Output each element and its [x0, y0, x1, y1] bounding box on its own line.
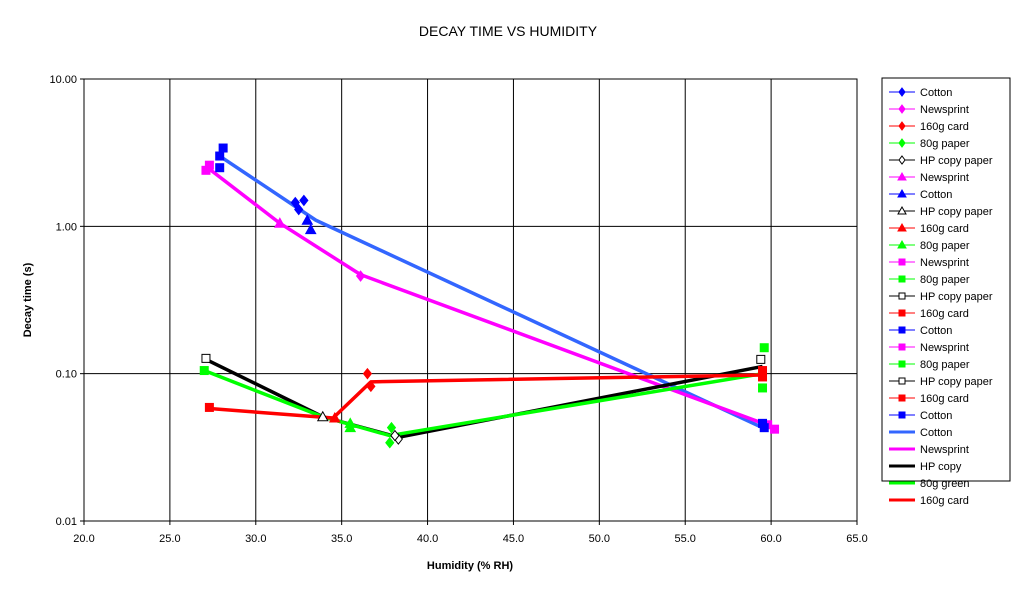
legend-marker-square [898, 309, 906, 317]
legend-label: HP copy [920, 461, 962, 473]
data-point-square [204, 402, 214, 412]
legend-marker-square [898, 292, 906, 300]
legend-label: 80g paper [920, 359, 970, 371]
legend-label: 80g paper [920, 138, 970, 150]
legend-marker-square [898, 394, 906, 402]
legend-marker-square [898, 343, 906, 351]
legend-label: Cotton [920, 325, 952, 337]
legend-label: HP copy paper [920, 376, 993, 388]
x-tick-label: 30.0 [245, 533, 266, 545]
data-point-square [204, 160, 214, 170]
data-point-square [758, 418, 768, 428]
trend-line-80g-green [203, 368, 763, 438]
legend-label: Newsprint [920, 444, 969, 456]
plot-area [83, 78, 858, 522]
data-point-square [199, 366, 209, 376]
legend-label: 160g card [920, 393, 969, 405]
y-tick-label: 0.10 [56, 369, 77, 381]
legend-label: HP copy paper [920, 291, 993, 303]
y-axis-label: Decay time (s) [22, 262, 34, 337]
chart-title: DECAY TIME VS HUMIDITY [419, 23, 598, 39]
legend-label: Cotton [920, 87, 952, 99]
data-point-square [758, 372, 768, 382]
x-tick-label: 65.0 [846, 533, 867, 545]
data-point-diamond [390, 429, 400, 442]
legend-marker-diamond [898, 104, 906, 114]
x-tick-label: 25.0 [159, 533, 180, 545]
legend-marker-triangle [897, 171, 907, 181]
data-point-triangle [316, 410, 329, 422]
legend-label: 80g green [920, 478, 970, 490]
legend-label: 160g card [920, 308, 969, 320]
legend-label: Cotton [920, 427, 952, 439]
trend-line-160g-card [209, 373, 763, 420]
data-point-square [759, 343, 769, 353]
data-point-triangle [301, 214, 314, 225]
x-axis-label: Humidity (% RH) [427, 560, 514, 572]
legend-label: Newsprint [920, 342, 969, 354]
legend-marker-diamond [898, 155, 906, 165]
legend-label: 160g card [920, 495, 969, 507]
data-point-diamond [386, 421, 397, 434]
data-point-diamond [355, 270, 366, 282]
legend-marker-triangle [897, 239, 907, 249]
data-point-diamond [385, 436, 395, 449]
data-point-triangle [304, 223, 317, 235]
x-tick-label: 55.0 [675, 533, 696, 545]
data-point-square [218, 143, 228, 153]
data-point-square [215, 163, 225, 173]
data-point-diamond [299, 194, 309, 207]
trend-line-newsprint [206, 166, 776, 430]
data-point-square [756, 354, 766, 364]
legend-marker-square [898, 326, 906, 334]
legend-marker-triangle [897, 222, 907, 232]
data-point-triangle [273, 217, 286, 228]
legend-label: 160g card [920, 121, 969, 133]
x-tick-label: 50.0 [589, 533, 610, 545]
legend-marker-square [898, 275, 906, 283]
y-tick-label: 0.01 [56, 516, 77, 528]
data-point-diamond [362, 367, 373, 380]
legend-marker-diamond [898, 121, 906, 131]
trend-line-cotton [218, 154, 764, 430]
legend-marker-square [898, 411, 906, 419]
x-tick-label: 45.0 [503, 533, 524, 545]
legend-label: 160g card [920, 223, 969, 235]
legend-label: 80g paper [920, 274, 970, 286]
data-point-square [770, 424, 780, 434]
legend-marker-square [898, 377, 906, 385]
x-tick-label: 60.0 [760, 533, 781, 545]
legend-label: Newsprint [920, 104, 969, 116]
x-tick-label: 35.0 [331, 533, 352, 545]
data-point-diamond [366, 380, 376, 393]
legend-label: Newsprint [920, 172, 969, 184]
legend-marker-square [898, 258, 906, 266]
legend-marker-diamond [898, 138, 906, 148]
data-point-square [758, 383, 768, 393]
x-tick-label: 20.0 [73, 533, 94, 545]
legend-label: 80g paper [920, 240, 970, 252]
data-point-diamond [294, 203, 304, 216]
data-point-square [215, 151, 225, 161]
legend-label: Newsprint [920, 257, 969, 269]
y-tick-label: 1.00 [56, 221, 77, 233]
legend-marker-square [898, 360, 906, 368]
legend-label: Cotton [920, 189, 952, 201]
legend-label: HP copy paper [920, 206, 993, 218]
legend-marker-diamond [898, 87, 906, 97]
data-point-square [201, 353, 211, 363]
legend-marker-triangle [897, 188, 907, 198]
data-point-triangle [344, 421, 357, 433]
legend-label: Cotton [920, 410, 952, 422]
legend-label: HP copy paper [920, 155, 993, 167]
data-point-diamond [290, 196, 300, 209]
x-tick-label: 40.0 [417, 533, 438, 545]
data-point-triangle [328, 411, 341, 423]
y-tick-label: 10.00 [49, 74, 77, 86]
legend-marker-triangle [897, 205, 907, 215]
